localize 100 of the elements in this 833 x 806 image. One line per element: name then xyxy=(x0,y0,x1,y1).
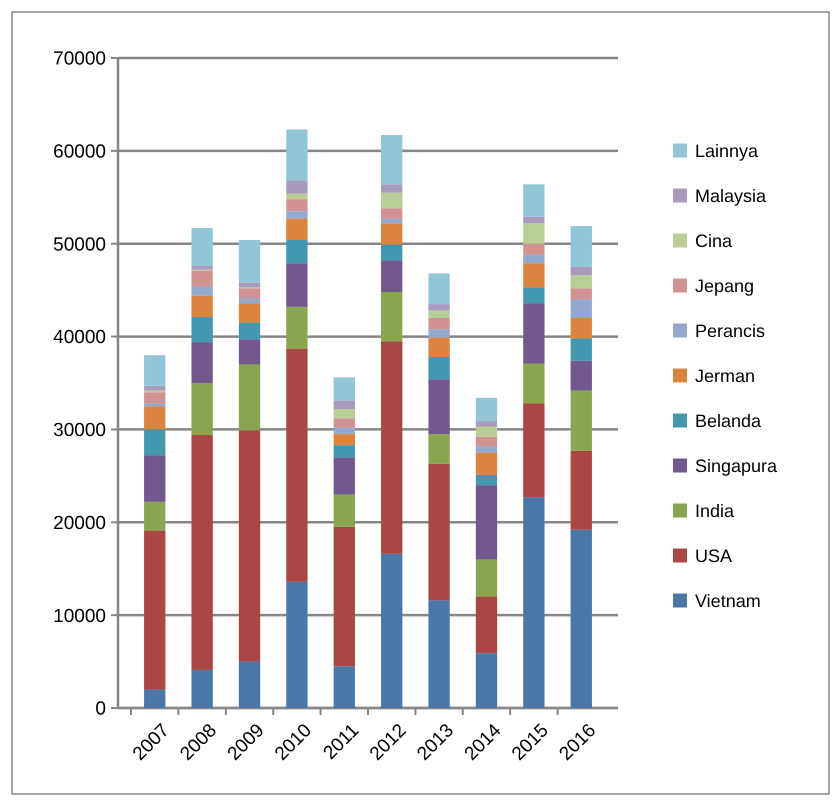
bar xyxy=(238,339,260,364)
legend-label: Belanda xyxy=(695,410,762,431)
bar xyxy=(428,338,450,357)
bar xyxy=(191,266,213,270)
bar xyxy=(523,303,545,364)
bar xyxy=(238,430,260,662)
bar xyxy=(191,435,213,670)
bar xyxy=(238,662,260,708)
bar xyxy=(144,429,166,456)
legend-label: Malaysia xyxy=(695,186,768,206)
bar xyxy=(286,582,308,708)
bar xyxy=(570,360,592,390)
bar xyxy=(286,130,308,181)
bar xyxy=(334,418,355,428)
bar xyxy=(428,464,450,600)
bar xyxy=(476,446,498,453)
bar xyxy=(381,218,402,224)
bar xyxy=(191,270,213,286)
bar xyxy=(191,286,213,296)
bar xyxy=(144,455,166,502)
bar xyxy=(570,288,592,300)
bar xyxy=(428,329,450,338)
bar xyxy=(476,474,498,486)
bar xyxy=(476,559,498,597)
bar xyxy=(286,218,308,240)
bar xyxy=(570,299,592,318)
bar xyxy=(191,317,213,342)
bar xyxy=(191,228,213,266)
legend-label: Vietnam xyxy=(695,590,761,611)
bar xyxy=(523,287,545,304)
bar xyxy=(191,342,213,383)
bar xyxy=(286,348,308,582)
bar xyxy=(381,554,402,708)
bar xyxy=(238,288,260,298)
bar xyxy=(286,180,308,194)
bar xyxy=(381,208,402,219)
bar xyxy=(238,303,260,323)
bar xyxy=(144,386,166,390)
bar xyxy=(334,526,355,666)
bar xyxy=(476,421,498,427)
bar xyxy=(523,497,545,708)
y-tick-label: 60000 xyxy=(53,142,106,163)
legend-label: USA xyxy=(695,546,732,566)
bar xyxy=(334,400,355,409)
bar xyxy=(570,226,592,267)
legend-label: Cina xyxy=(695,230,734,251)
bar xyxy=(286,211,308,219)
bar xyxy=(428,310,450,318)
bar xyxy=(286,240,308,264)
bar xyxy=(570,266,592,276)
bar xyxy=(428,434,450,464)
bar xyxy=(381,135,402,184)
y-tick-label: 0 xyxy=(95,698,106,720)
bar xyxy=(570,530,592,708)
y-tick-label: 50000 xyxy=(53,234,106,256)
legend-label: Lainnya xyxy=(695,140,760,161)
bar xyxy=(428,304,450,311)
bar xyxy=(286,199,308,212)
bar xyxy=(334,434,355,446)
bar xyxy=(523,403,545,498)
bar xyxy=(523,223,545,244)
bar xyxy=(144,530,166,690)
bar xyxy=(476,436,498,446)
bar xyxy=(381,341,402,554)
bar xyxy=(286,194,308,200)
bar xyxy=(144,403,166,406)
legend-label: India xyxy=(695,500,736,521)
bar xyxy=(428,357,450,380)
bar xyxy=(523,216,545,224)
bar xyxy=(523,184,545,217)
bar xyxy=(238,298,260,304)
bar xyxy=(381,260,402,292)
bar xyxy=(476,485,498,560)
bar xyxy=(334,409,355,418)
bar xyxy=(476,653,498,708)
legend-label: Jepang xyxy=(695,276,754,296)
y-tick-label: 70000 xyxy=(53,48,106,70)
bar xyxy=(428,273,450,304)
bar xyxy=(523,364,545,404)
bar xyxy=(334,666,355,708)
bar xyxy=(144,355,166,386)
bar xyxy=(428,600,450,708)
bar xyxy=(238,364,260,430)
bar xyxy=(381,192,402,208)
bar xyxy=(523,263,545,288)
y-tick-label: 20000 xyxy=(53,512,106,534)
bar xyxy=(334,445,355,458)
bar xyxy=(476,426,498,437)
bar xyxy=(334,457,355,494)
bar xyxy=(570,318,592,338)
bar xyxy=(570,338,592,361)
legend-label: Singapura xyxy=(695,456,778,476)
bar xyxy=(238,282,260,288)
legend-label: Perancis xyxy=(695,320,766,341)
bar xyxy=(191,383,213,435)
bar xyxy=(570,450,592,530)
bar xyxy=(144,392,166,404)
bar xyxy=(381,223,402,245)
bar xyxy=(334,428,355,434)
bar xyxy=(238,322,260,340)
